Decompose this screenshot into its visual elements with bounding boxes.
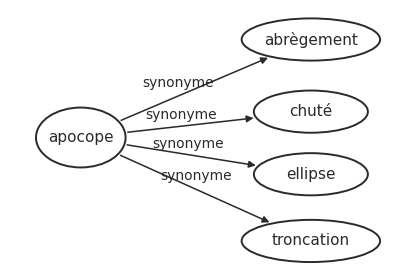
Text: synonyme: synonyme bbox=[142, 76, 213, 90]
Text: synonyme: synonyme bbox=[145, 108, 217, 122]
Text: troncation: troncation bbox=[271, 233, 349, 248]
Text: abrègement: abrègement bbox=[263, 32, 357, 48]
Text: synonyme: synonyme bbox=[160, 169, 231, 183]
Text: ellipse: ellipse bbox=[285, 167, 335, 182]
Text: apocope: apocope bbox=[48, 130, 113, 145]
Text: chuté: chuté bbox=[288, 104, 332, 119]
Text: synonyme: synonyme bbox=[152, 136, 224, 150]
